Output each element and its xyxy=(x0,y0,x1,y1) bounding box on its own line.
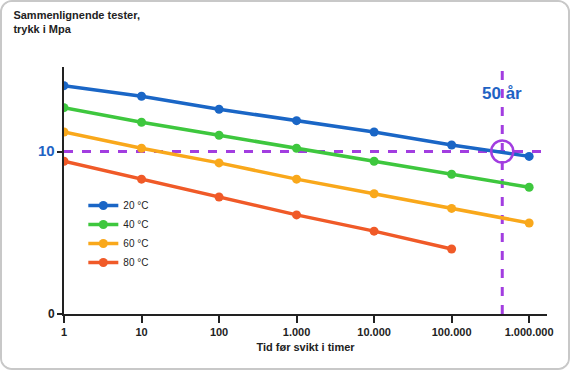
svg-text:1.000.000: 1.000.000 xyxy=(505,326,554,338)
svg-text:100: 100 xyxy=(210,326,228,338)
svg-text:10: 10 xyxy=(38,142,55,159)
svg-text:40 °C: 40 °C xyxy=(123,219,148,230)
svg-text:50 år: 50 år xyxy=(482,84,522,103)
svg-text:Sammenlignende tester,trykk i: Sammenlignende tester,trykk i Mpa xyxy=(13,9,140,35)
svg-text:0: 0 xyxy=(48,307,55,321)
svg-text:Tid før svikt i timer: Tid før svikt i timer xyxy=(256,341,355,353)
svg-text:10: 10 xyxy=(135,326,147,338)
svg-text:1.000: 1.000 xyxy=(283,326,311,338)
svg-text:100.000: 100.000 xyxy=(432,326,472,338)
svg-text:80 °C: 80 °C xyxy=(123,257,148,268)
svg-text:60 °C: 60 °C xyxy=(123,238,148,249)
svg-text:1: 1 xyxy=(61,326,67,338)
svg-text:10.000: 10.000 xyxy=(357,326,391,338)
svg-text:20 °C: 20 °C xyxy=(123,200,148,211)
